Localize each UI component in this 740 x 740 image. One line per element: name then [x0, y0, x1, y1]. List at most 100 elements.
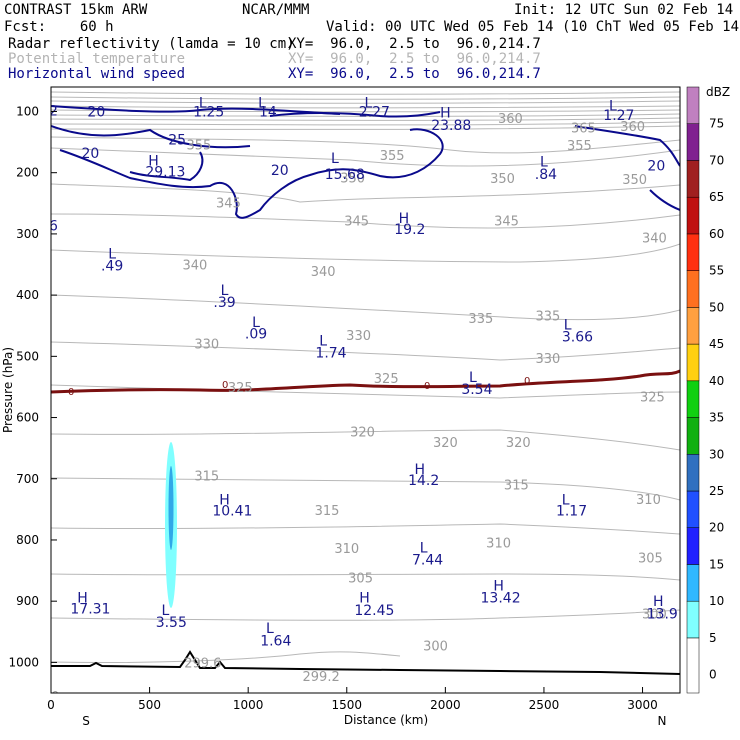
svg-text:0: 0 — [68, 387, 74, 398]
theta-label: 300 — [35, 690, 60, 705]
colorbar-level-label: 25 — [709, 484, 724, 498]
wind-label: L — [331, 151, 339, 167]
forecast-hour: Fcst: 60 h — [4, 19, 114, 35]
wind-label: L — [319, 333, 327, 349]
colorbar-swatch — [686, 564, 700, 602]
wind-label: 13.9 — [647, 606, 678, 622]
wind-label: .49 — [101, 259, 123, 275]
wind-contours — [51, 105, 680, 219]
valid-time: Valid: 00 UTC Wed 05 Feb 14 (10 ChT Wed … — [326, 19, 740, 35]
theta-label: 300 — [642, 607, 667, 622]
wind-label: L — [365, 95, 373, 111]
colorbar-unit: dBZ — [706, 85, 730, 99]
wind-label: L — [161, 603, 169, 619]
colorbar-level-label: 20 — [709, 521, 724, 535]
wind-label: 1.25 — [193, 104, 224, 120]
theta-label: 305 — [638, 552, 663, 567]
wind-label: L — [420, 540, 428, 556]
x-axis-left-label: S — [82, 714, 90, 728]
wind-label: H — [399, 211, 410, 227]
wind-label: 3.66 — [562, 330, 593, 346]
theta-label: 340 — [642, 232, 667, 247]
wind-label: H — [219, 493, 230, 509]
wind-label: L — [108, 246, 116, 262]
wind-label: 12.45 — [354, 603, 394, 619]
theta-label: 299.6 — [184, 656, 221, 671]
theta-label: 355 — [567, 139, 592, 154]
colorbar-level-label: 0 — [709, 668, 717, 682]
wind-label: L — [199, 95, 207, 111]
x-tick-label: 2500 — [529, 698, 560, 712]
wind-label: L — [564, 318, 572, 334]
wind-label: H — [440, 106, 451, 122]
colorbar-swatch — [686, 490, 700, 528]
reflectivity-column — [165, 442, 177, 608]
theta-label: 330 — [194, 337, 219, 352]
colorbar-level-label: 30 — [709, 447, 724, 461]
wind-label: 1.27 — [603, 108, 634, 124]
field-reflectivity-xy: XY= 96.0, 2.5 to 96.0,214.7 — [288, 36, 541, 52]
colorbar-level-label: 35 — [709, 411, 724, 425]
zero-contour-labels: 0 0 0 0 — [68, 376, 530, 398]
theta-label: 335 — [535, 309, 560, 324]
wind-label: 1.64 — [260, 633, 291, 649]
y-tick-label: 100 — [16, 104, 39, 118]
theta-label: 320 — [506, 436, 531, 451]
wind-label: H — [653, 594, 664, 610]
x-tick-label: 500 — [138, 698, 161, 712]
y-tick-label: 500 — [16, 349, 39, 363]
wind-label: H — [359, 591, 370, 607]
theta-label: 325 — [228, 381, 253, 396]
theta-label: 330 — [346, 329, 371, 344]
wind-label: L — [266, 621, 274, 637]
theta-label: 305 — [348, 571, 373, 586]
colorbar-level-label: 10 — [709, 594, 724, 608]
wind-label: 20 — [82, 146, 100, 162]
x-tick-label: 2000 — [430, 698, 461, 712]
theta-label: 325 — [640, 391, 665, 406]
y-tick-label: 200 — [16, 166, 39, 180]
wind-label: 15.68 — [325, 167, 365, 183]
theta-label: 340 — [183, 259, 208, 274]
wind-label: L — [252, 315, 260, 331]
colorbar-swatch — [686, 600, 700, 639]
y-tick-label: 800 — [16, 533, 39, 547]
colorbar-swatch — [686, 307, 700, 345]
y-axis-title: Pressure (hPa) — [1, 347, 15, 433]
wind-label: H — [493, 578, 504, 594]
theta-label: 299.2 — [303, 670, 340, 685]
terrain-line — [51, 650, 680, 675]
wind-label: H — [414, 462, 425, 478]
wind-label: H — [148, 153, 159, 169]
colorbar-level-label: 45 — [709, 337, 724, 351]
theta-label: 355 — [380, 149, 405, 164]
colorbar-level-label: 50 — [709, 300, 724, 314]
wind-label: H — [77, 591, 88, 607]
wind-label: L — [221, 283, 229, 299]
colorbar-swatch — [686, 160, 700, 198]
x-tick-label: 1500 — [331, 698, 362, 712]
colorbar-level-label: 65 — [709, 190, 724, 204]
reflectivity-zero-contour — [51, 369, 680, 394]
theta-label: 315 — [315, 504, 340, 519]
theta-label: 320 — [350, 426, 375, 441]
theta-label: 300 — [423, 639, 448, 654]
colorbar-swatch — [686, 527, 700, 565]
colorbar-swatch — [686, 233, 700, 271]
wind-label: L — [609, 98, 617, 114]
y-tick-label: 1000 — [8, 655, 39, 669]
wind-label: L — [469, 370, 477, 386]
colorbar-level-label: 15 — [709, 557, 724, 571]
field-reflectivity-name: Radar reflectivity (lamda = 10 cm) — [8, 36, 295, 52]
wind-label: 23.88 — [431, 118, 471, 134]
theta-label: 345 — [344, 214, 369, 229]
x-tick-label: 0 — [47, 698, 55, 712]
y-tick-label: 900 — [16, 594, 39, 608]
colorbar-swatch — [686, 270, 700, 308]
wind-label: 26 — [40, 218, 58, 234]
wind-label: 2.27 — [359, 104, 390, 120]
theta-label: 350 — [340, 172, 365, 187]
wind-label: 17.31 — [70, 602, 110, 618]
theta-label: 355 — [186, 139, 211, 154]
